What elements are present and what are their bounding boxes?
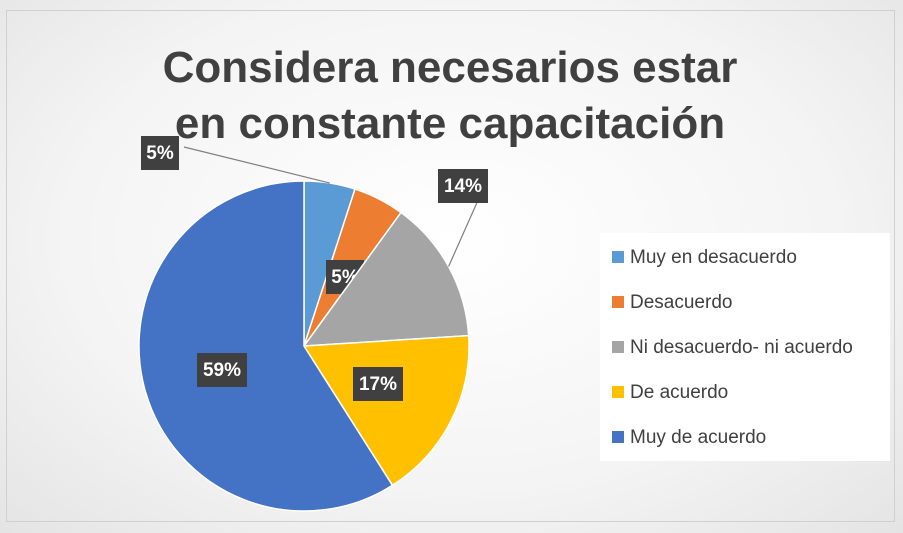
legend-label: Ni desacuerdo- ni acuerdo <box>630 337 853 358</box>
legend-box <box>600 233 890 461</box>
data-label: 17% <box>359 374 397 395</box>
legend-label: Desacuerdo <box>630 292 732 313</box>
data-label-box <box>197 353 247 387</box>
pie-slice <box>138 180 394 512</box>
data-label: 14% <box>444 176 482 197</box>
pie-slice <box>302 211 470 347</box>
data-label-box <box>438 169 488 203</box>
legend-label: Muy de acuerdo <box>630 427 766 448</box>
legend-label: Muy en desacuerdo <box>630 247 797 268</box>
legend-swatch <box>612 251 624 263</box>
data-label-box <box>353 367 403 401</box>
legend-swatch <box>612 431 624 443</box>
legend-swatch <box>612 386 624 398</box>
data-label: 5% <box>146 143 174 164</box>
pie-slice <box>302 334 470 487</box>
data-label: 59% <box>203 360 241 381</box>
data-label-box <box>141 136 179 170</box>
legend-swatch <box>612 296 624 308</box>
legend-label: De acuerdo <box>630 382 728 403</box>
chart-border <box>6 10 895 522</box>
chart-title: Considera necesarios estar en constante … <box>162 43 738 148</box>
legend-swatch <box>612 341 624 353</box>
leader-line <box>183 146 330 184</box>
